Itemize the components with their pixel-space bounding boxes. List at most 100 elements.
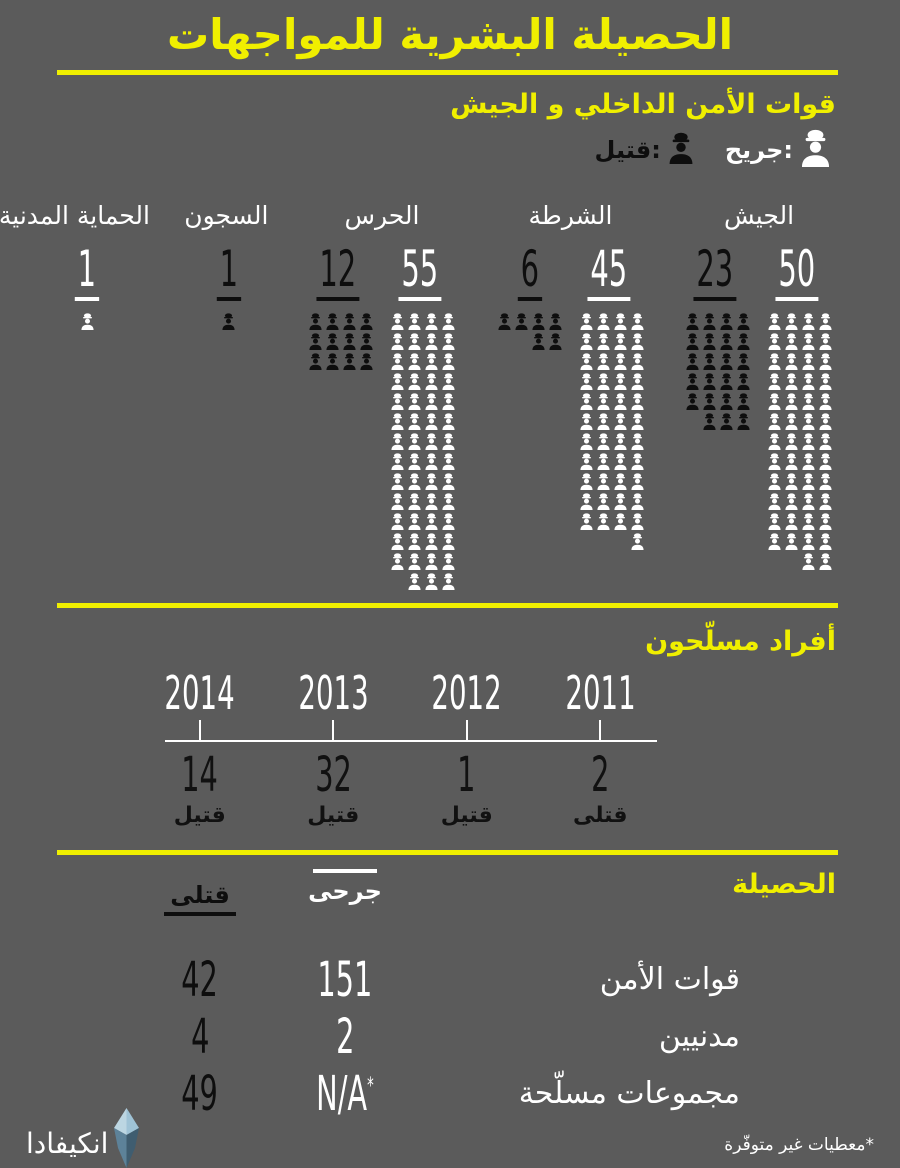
killed-unit-label: قتلى — [572, 802, 628, 828]
person-icon — [595, 433, 612, 450]
person-icon — [406, 333, 423, 350]
person-icon — [595, 393, 612, 410]
killed-total: 49 — [181, 1065, 219, 1122]
wounded-count: 55 — [398, 243, 442, 301]
person-icon — [766, 493, 783, 510]
column-header-killed: قتلى — [125, 880, 275, 916]
person-icon — [612, 493, 629, 510]
wounded-person-icon — [799, 129, 832, 171]
person-icon — [612, 433, 629, 450]
timeline-value-col: 32 قتيل — [267, 742, 401, 828]
person-icon — [595, 373, 612, 390]
year-label: 2011 — [565, 666, 636, 721]
wounded-pictogram — [24, 313, 150, 334]
person-icon — [735, 333, 752, 350]
killed-unit-label: قتيل — [307, 802, 360, 828]
killed-count: 2 — [591, 747, 610, 804]
person-icon — [389, 373, 406, 390]
person-icon — [423, 473, 440, 490]
person-icon — [440, 353, 457, 370]
person-icon — [440, 573, 457, 590]
person-icon — [612, 353, 629, 370]
person-icon — [701, 413, 718, 430]
year-label: 2013 — [298, 666, 369, 721]
person-icon — [578, 413, 595, 430]
brand-name: انكيفادا — [26, 1127, 109, 1160]
category-label: السجون — [184, 201, 269, 231]
person-icon — [799, 129, 832, 171]
person-icon — [783, 513, 800, 530]
wounded-total: N/A* — [316, 1065, 374, 1122]
person-icon — [389, 413, 406, 430]
person-icon — [800, 333, 817, 350]
table-row-armed-groups: مجموعات مسلّحة N/A* 49 — [0, 1065, 900, 1125]
person-icon — [595, 513, 612, 530]
killed-count: 1 — [457, 747, 476, 804]
person-icon — [612, 393, 629, 410]
person-icon — [817, 493, 834, 510]
timeline-value-col: 2 قتلى — [534, 742, 668, 828]
person-icon — [578, 353, 595, 370]
person-icon — [307, 313, 324, 330]
forces-pictogram-chart: الجيش 50 23 الشرطة 45 6 الحرس — [0, 172, 900, 593]
person-icon — [629, 413, 646, 430]
person-icon — [440, 453, 457, 470]
timeline-year-col: 2012 — [400, 669, 534, 741]
person-icon — [800, 433, 817, 450]
category-police: الشرطة 45 6 — [496, 202, 646, 593]
person-icon — [578, 433, 595, 450]
person-icon — [423, 553, 440, 570]
killed-pictogram — [307, 313, 375, 593]
category-prisons: السجون 1 — [184, 201, 269, 593]
person-icon — [629, 393, 646, 410]
person-icon — [389, 553, 406, 570]
person-icon — [406, 413, 423, 430]
category-label: الحرس — [344, 201, 420, 231]
person-icon — [423, 513, 440, 530]
person-icon — [578, 393, 595, 410]
person-icon — [547, 333, 564, 350]
person-icon — [817, 313, 834, 330]
person-icon — [701, 373, 718, 390]
person-icon — [783, 453, 800, 470]
inkyfada-logo: انكيفادا — [26, 1108, 140, 1168]
person-icon — [629, 513, 646, 530]
person-icon — [735, 353, 752, 370]
person-icon — [389, 513, 406, 530]
timeline-tick — [332, 720, 335, 741]
person-icon — [817, 333, 834, 350]
timeline-value-col: 1 قتيل — [400, 742, 534, 828]
person-icon — [783, 433, 800, 450]
person-icon — [800, 533, 817, 550]
section-forces-heading: قوات الأمن الداخلي و الجيش — [450, 89, 836, 121]
wounded-total: 2 — [335, 1008, 355, 1065]
column-header-wounded: جرحى — [270, 868, 420, 906]
person-icon — [440, 333, 457, 350]
person-icon — [718, 313, 735, 330]
person-icon — [766, 313, 783, 330]
person-icon — [406, 513, 423, 530]
timeline-tick — [198, 720, 201, 741]
person-icon — [221, 313, 236, 334]
person-icon — [735, 313, 752, 330]
killed-unit-label: قتيل — [173, 802, 226, 828]
person-icon — [578, 513, 595, 530]
person-icon — [817, 393, 834, 410]
person-icon — [800, 373, 817, 390]
person-icon — [817, 373, 834, 390]
person-icon — [389, 493, 406, 510]
person-icon — [783, 413, 800, 430]
person-icon — [766, 533, 783, 550]
person-icon — [735, 393, 752, 410]
person-icon — [783, 373, 800, 390]
year-label: 2014 — [164, 666, 235, 721]
legend-wounded-label: :جريح — [724, 136, 793, 165]
person-icon — [406, 313, 423, 330]
gem-icon — [114, 1108, 140, 1168]
timeline-year-col: 2011 — [534, 666, 668, 741]
totals-table: الحصيلة جرحى قتلى قوات الأمن 151 42 مدني… — [0, 867, 900, 1125]
person-icon — [389, 433, 406, 450]
person-icon — [766, 393, 783, 410]
person-icon — [578, 333, 595, 350]
